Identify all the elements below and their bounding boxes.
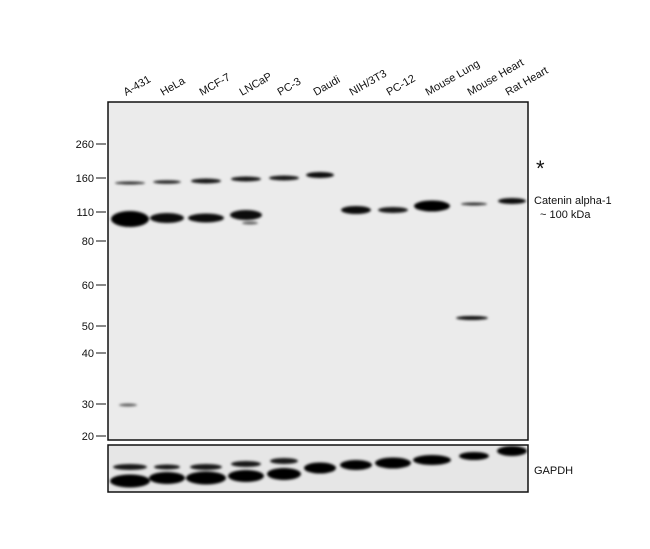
marker-label: 260 xyxy=(76,139,94,151)
band xyxy=(413,455,451,465)
main-blot xyxy=(107,101,529,441)
lane-label: Daudi xyxy=(312,74,343,99)
band xyxy=(242,221,258,225)
marker-label: 110 xyxy=(76,207,94,219)
asterisk: * xyxy=(536,156,545,181)
size-label: ~ 100 kDa xyxy=(540,209,591,221)
lane-label: PC-3 xyxy=(276,76,304,99)
band xyxy=(378,207,408,213)
band xyxy=(119,403,137,407)
band xyxy=(150,213,184,223)
band xyxy=(306,172,334,178)
lane-label: HeLa xyxy=(159,75,189,99)
band xyxy=(153,180,181,184)
band xyxy=(375,457,411,469)
marker-label: 40 xyxy=(82,348,94,360)
marker-label: 160 xyxy=(76,173,94,185)
band xyxy=(270,458,298,464)
marker-label: 60 xyxy=(82,280,94,292)
marker-label: 30 xyxy=(82,399,94,411)
band xyxy=(414,200,450,212)
marker-label: 20 xyxy=(82,431,94,443)
band xyxy=(111,211,149,227)
bands xyxy=(110,172,527,488)
band xyxy=(231,176,261,182)
band xyxy=(115,181,145,185)
band xyxy=(341,206,371,214)
target-label: Catenin alpha-1 xyxy=(534,195,612,207)
band xyxy=(110,474,150,488)
band xyxy=(461,202,487,206)
loading-control-label: GAPDH xyxy=(534,465,573,477)
band xyxy=(498,198,526,204)
band xyxy=(459,452,489,460)
marker-label: 50 xyxy=(82,321,94,333)
band xyxy=(190,464,222,470)
band xyxy=(188,213,224,223)
lane-label: NIH/3T3 xyxy=(348,68,389,99)
marker-label: 80 xyxy=(82,236,94,248)
band xyxy=(186,471,226,485)
lane-label: PC-12 xyxy=(385,73,418,99)
lane-label: LNCaP xyxy=(238,70,275,98)
band xyxy=(269,175,299,181)
band xyxy=(230,210,262,220)
band xyxy=(231,461,261,467)
band xyxy=(340,460,372,470)
lane-label: MCF-7 xyxy=(198,71,233,98)
band xyxy=(456,316,488,320)
band xyxy=(149,472,185,484)
band xyxy=(113,464,147,470)
band xyxy=(267,468,301,480)
band xyxy=(497,446,527,456)
band xyxy=(228,470,264,482)
band xyxy=(191,178,221,184)
band xyxy=(154,464,180,470)
lane-label: A-431 xyxy=(122,74,153,99)
band xyxy=(304,462,336,474)
